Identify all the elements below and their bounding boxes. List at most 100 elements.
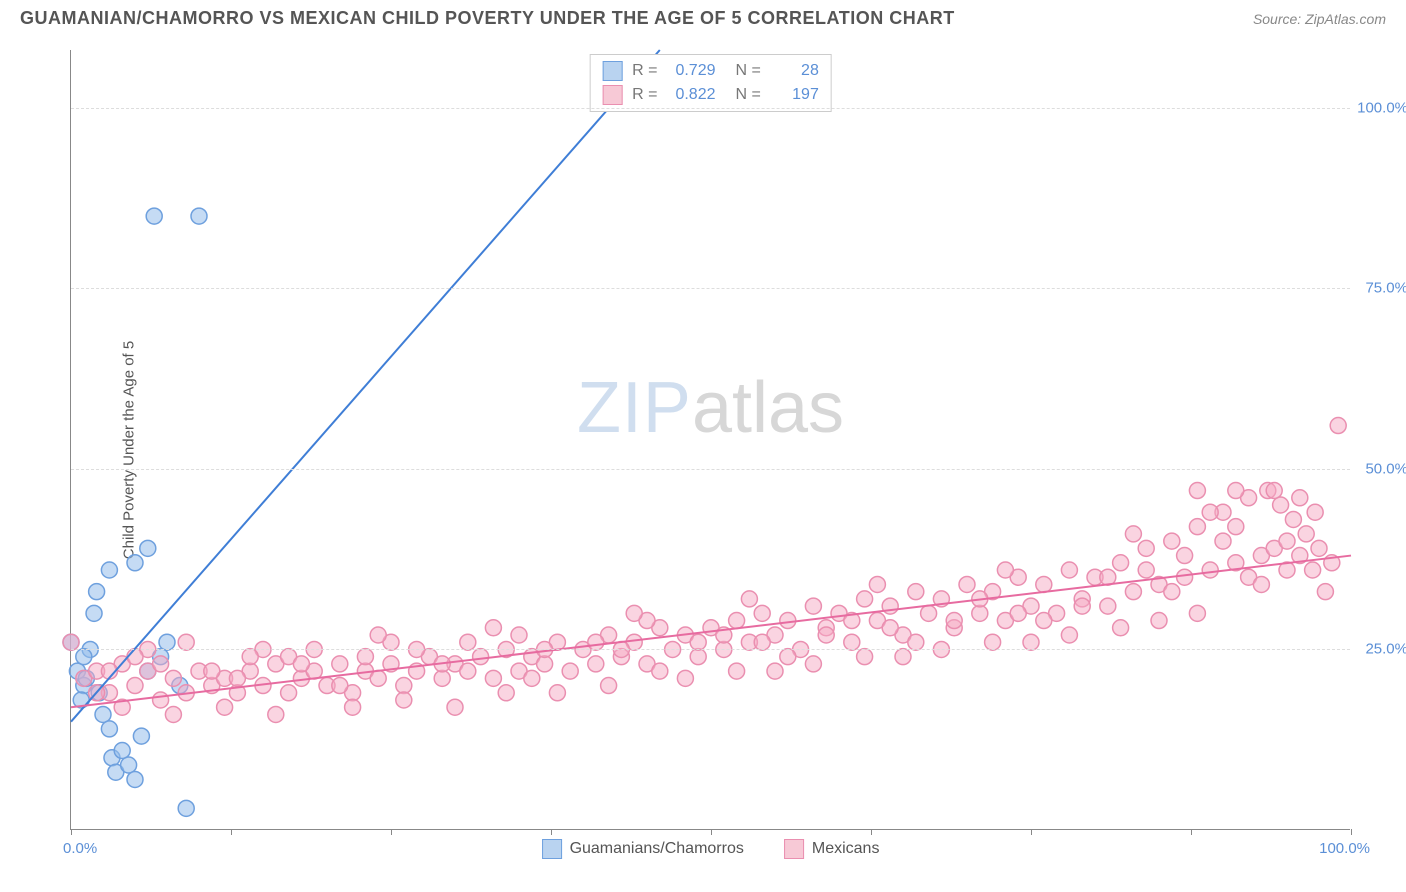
data-point	[281, 685, 297, 701]
data-point	[754, 605, 770, 621]
data-point	[1036, 613, 1052, 629]
data-point	[165, 670, 181, 686]
gridline-h	[71, 288, 1350, 289]
data-point	[159, 634, 175, 650]
data-point	[1202, 562, 1218, 578]
data-point	[460, 663, 476, 679]
data-point	[524, 670, 540, 686]
data-point	[1311, 540, 1327, 556]
data-point	[549, 685, 565, 701]
plot-area: ZIPatlas R =0.729N =28R =0.822N =197 0.0…	[70, 50, 1350, 830]
regression-line	[71, 50, 660, 722]
legend-label: Mexicans	[812, 840, 880, 858]
data-point	[268, 706, 284, 722]
data-point	[460, 634, 476, 650]
data-point	[153, 692, 169, 708]
data-point	[146, 208, 162, 224]
data-point	[1330, 418, 1346, 434]
legend-swatch	[542, 839, 562, 859]
data-point	[588, 634, 604, 650]
n-value: 28	[771, 62, 819, 80]
data-point	[588, 656, 604, 672]
data-point	[63, 634, 79, 650]
data-point	[293, 656, 309, 672]
data-point	[1273, 497, 1289, 513]
gridline-h	[71, 649, 1350, 650]
data-point	[511, 627, 527, 643]
gridline-h	[71, 469, 1350, 470]
data-point	[332, 678, 348, 694]
data-point	[114, 743, 130, 759]
data-point	[1253, 576, 1269, 592]
data-point	[537, 656, 553, 672]
x-tick	[231, 829, 232, 835]
data-point	[869, 576, 885, 592]
data-point	[1113, 620, 1129, 636]
data-point	[729, 613, 745, 629]
r-value: 0.729	[668, 62, 716, 80]
legend-swatch	[784, 839, 804, 859]
data-point	[127, 649, 143, 665]
data-point	[127, 678, 143, 694]
data-point	[370, 627, 386, 643]
regression-line	[71, 556, 1351, 708]
n-label: N =	[736, 86, 761, 104]
legend-item: Guamanians/Chamorros	[542, 839, 744, 859]
data-point	[1292, 490, 1308, 506]
data-point	[1113, 555, 1129, 571]
data-point	[767, 663, 783, 679]
legend-label: Guamanians/Chamorros	[570, 840, 744, 858]
data-point	[1189, 483, 1205, 499]
data-point	[1061, 562, 1077, 578]
data-point	[908, 634, 924, 650]
data-point	[357, 649, 373, 665]
stats-legend-box: R =0.729N =28R =0.822N =197	[589, 54, 832, 112]
data-point	[882, 620, 898, 636]
data-point	[1125, 584, 1141, 600]
data-point	[1228, 519, 1244, 535]
y-tick-label: 100.0%	[1357, 99, 1406, 116]
data-point	[690, 649, 706, 665]
data-point	[1189, 519, 1205, 535]
data-point	[1317, 584, 1333, 600]
data-point	[191, 208, 207, 224]
x-tick	[1191, 829, 1192, 835]
data-point	[345, 699, 361, 715]
x-tick	[871, 829, 872, 835]
x-axis-min-label: 0.0%	[63, 840, 97, 857]
r-value: 0.822	[668, 86, 716, 104]
y-tick-label: 50.0%	[1365, 460, 1406, 477]
data-point	[959, 576, 975, 592]
data-point	[729, 663, 745, 679]
data-point	[121, 757, 137, 773]
x-tick	[1351, 829, 1352, 835]
data-point	[1177, 569, 1193, 585]
data-point	[921, 605, 937, 621]
data-point	[1023, 634, 1039, 650]
data-point	[1100, 598, 1116, 614]
x-axis-max-label: 100.0%	[1319, 840, 1370, 857]
data-point	[677, 670, 693, 686]
data-point	[946, 613, 962, 629]
data-point	[1138, 540, 1154, 556]
data-point	[1279, 533, 1295, 549]
data-point	[1202, 504, 1218, 520]
data-point	[1010, 605, 1026, 621]
data-point	[89, 584, 105, 600]
data-point	[690, 634, 706, 650]
data-point	[396, 692, 412, 708]
data-point	[601, 678, 617, 694]
data-point	[1061, 627, 1077, 643]
n-value: 197	[771, 86, 819, 104]
data-point	[485, 620, 501, 636]
data-point	[844, 634, 860, 650]
data-point	[985, 634, 1001, 650]
data-point	[76, 649, 92, 665]
data-point	[652, 663, 668, 679]
data-point	[95, 706, 111, 722]
x-tick	[391, 829, 392, 835]
data-point	[1164, 533, 1180, 549]
n-label: N =	[736, 62, 761, 80]
data-point	[204, 663, 220, 679]
data-point	[1151, 613, 1167, 629]
